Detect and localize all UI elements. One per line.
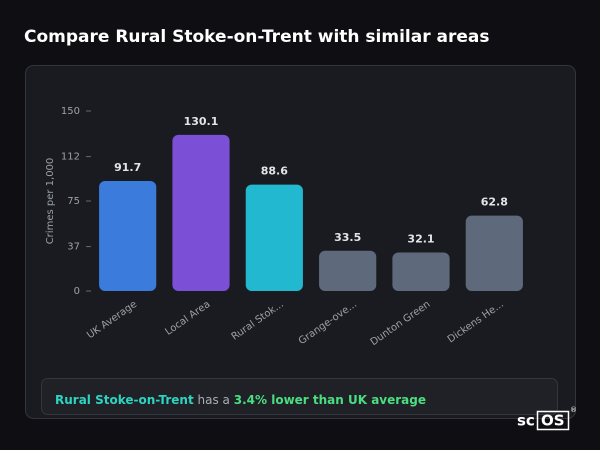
- value-label: 32.1: [407, 232, 434, 245]
- page-title: Compare Rural Stoke-on-Trent with simila…: [24, 27, 490, 47]
- value-label: 91.7: [114, 161, 141, 174]
- y-tick-label: 112: [61, 152, 80, 163]
- value-label: 130.1: [184, 115, 219, 128]
- insight-area: Rural Stoke-on-Trent: [55, 393, 194, 407]
- value-label: 88.6: [261, 165, 288, 178]
- brand-mark: ®: [570, 406, 577, 414]
- y-tick-label: 150: [61, 106, 80, 117]
- insight-text: Rural Stoke-on-Trent has a 3.4% lower th…: [55, 393, 426, 407]
- value-label: 33.5: [334, 231, 361, 244]
- bar: [319, 250, 377, 291]
- brand-suffix: OS: [541, 412, 565, 430]
- value-label: 62.8: [481, 196, 508, 209]
- bar: [99, 180, 157, 291]
- insight-highlight: 3.4% lower than UK average: [234, 393, 426, 407]
- bar: [172, 134, 230, 291]
- bar: [392, 252, 450, 291]
- insight-connector: has a: [198, 393, 230, 407]
- insight-box: [41, 378, 558, 415]
- y-axis-label: Crimes per 1,000: [45, 158, 56, 245]
- y-tick-label: 75: [67, 196, 80, 207]
- brand-box: [536, 410, 570, 431]
- y-tick-label: 0: [74, 286, 80, 297]
- bar: [245, 184, 303, 291]
- y-tick-label: 37: [67, 242, 80, 253]
- brand-prefix: sc: [517, 412, 535, 430]
- bar: [465, 215, 523, 291]
